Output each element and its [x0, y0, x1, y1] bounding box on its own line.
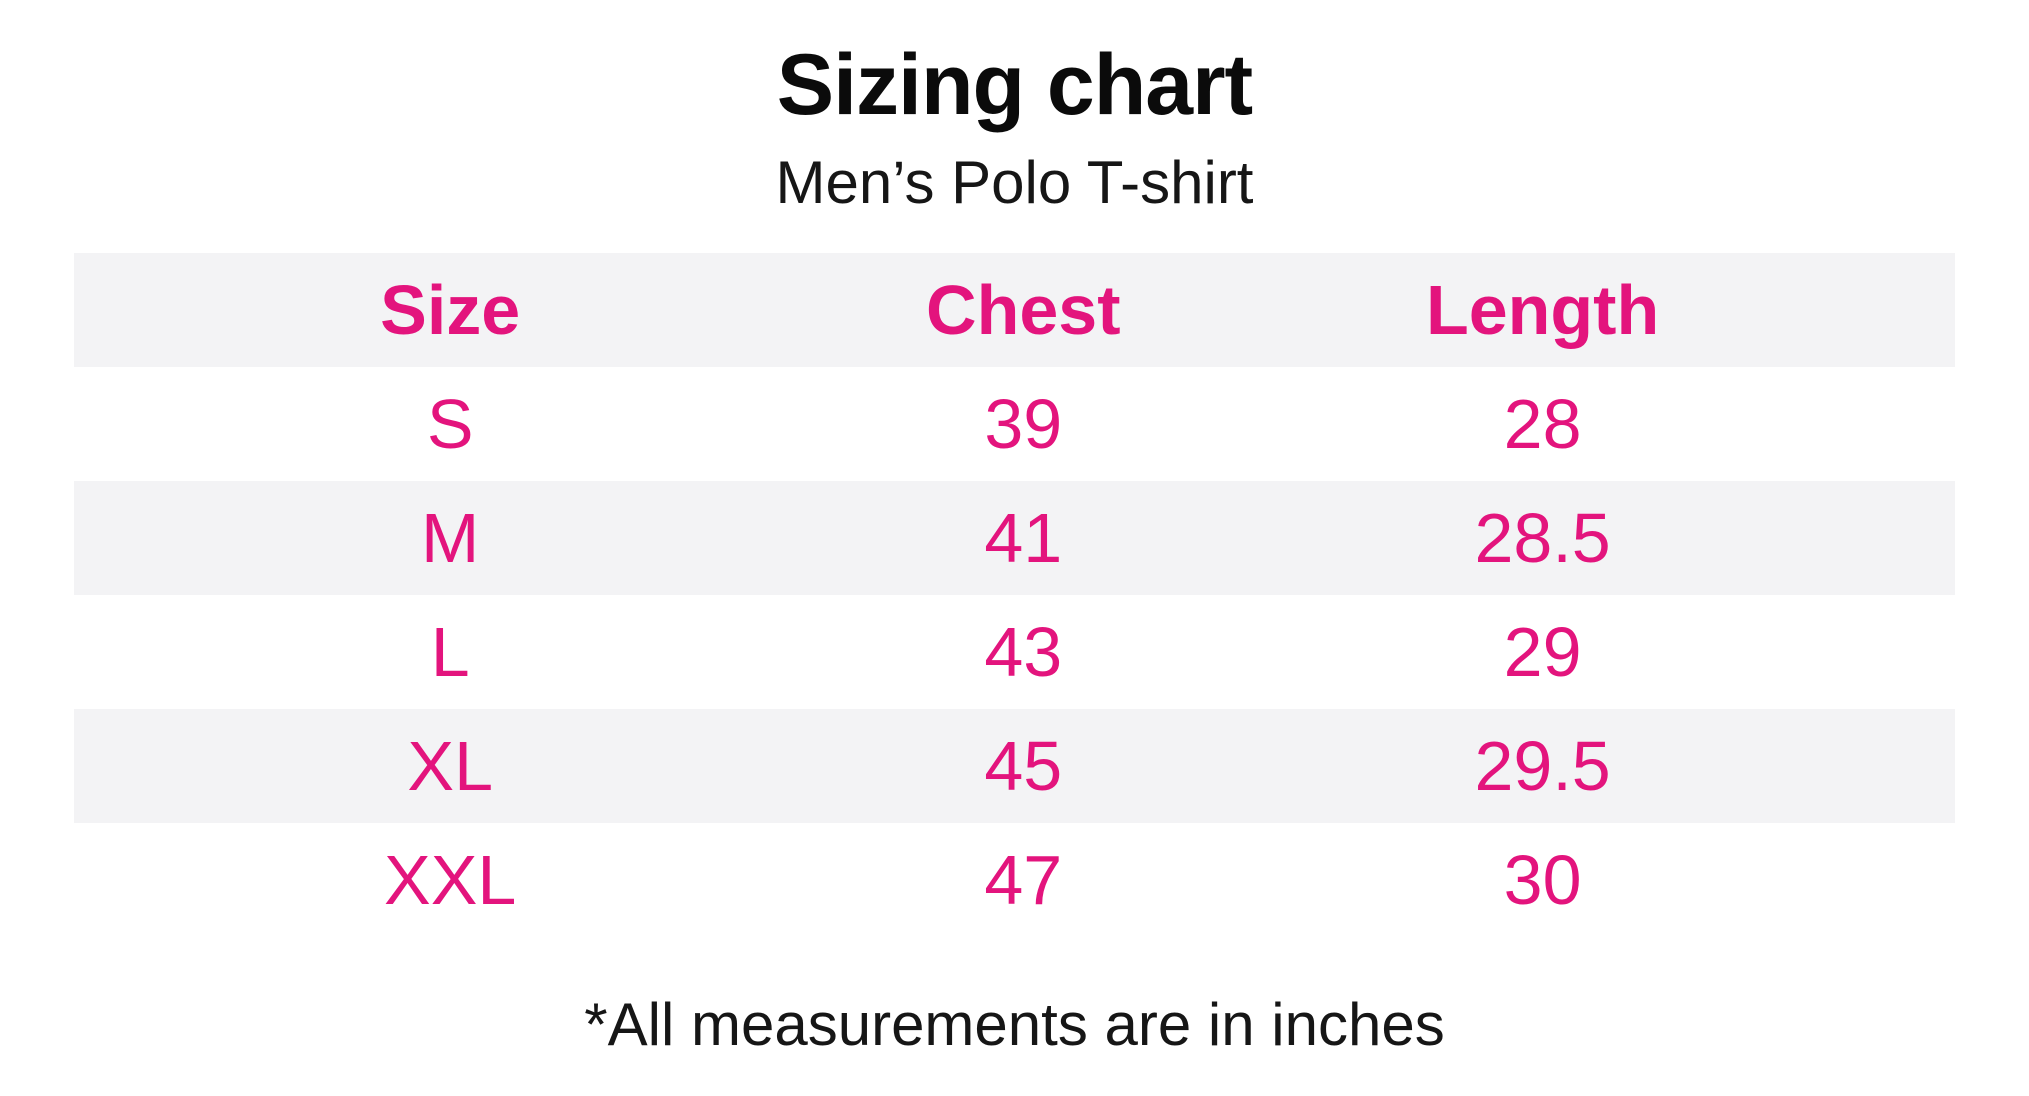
chest-cell: 39	[984, 385, 1063, 463]
size-cell: XL	[407, 727, 493, 805]
chest-cell: 43	[984, 613, 1063, 691]
size-cell: L	[430, 613, 470, 691]
column-header-size: Size	[380, 271, 521, 349]
size-cell: XXL	[384, 841, 517, 919]
column-header-length: Length	[1425, 271, 1660, 349]
page-subtitle: Men’s Polo T-shirt	[775, 149, 1254, 216]
chest-cell: 41	[984, 499, 1063, 577]
length-cell: 29	[1503, 613, 1582, 691]
table-row-l: L 43 29	[74, 595, 1955, 709]
sizing-chart-card: Sizing chart Men’s Polo T-shirt Size Che…	[0, 42, 2029, 1055]
size-cell: M	[421, 499, 480, 577]
table-row-s: S 39 28	[74, 367, 1955, 481]
length-cell: 30	[1503, 841, 1582, 919]
table-row-xl: XL 45 29.5	[74, 709, 1955, 823]
chest-cell: 45	[984, 727, 1063, 805]
size-cell: S	[426, 385, 474, 463]
length-cell: 29.5	[1474, 727, 1611, 805]
table-row-xxl: XXL 47 30	[74, 823, 1955, 937]
column-header-chest: Chest	[926, 271, 1121, 349]
length-cell: 28	[1503, 385, 1582, 463]
table-header-row: Size Chest Length	[74, 253, 1955, 367]
table-row-m: M 41 28.5	[74, 481, 1955, 595]
sizing-table: Size Chest Length S 39 28 M 41 28.5 L 43…	[74, 253, 1955, 937]
chest-cell: 47	[984, 841, 1063, 919]
page-title: Sizing chart	[776, 37, 1253, 133]
length-cell: 28.5	[1474, 499, 1611, 577]
measurements-footnote: *All measurements are in inches	[584, 991, 1445, 1058]
